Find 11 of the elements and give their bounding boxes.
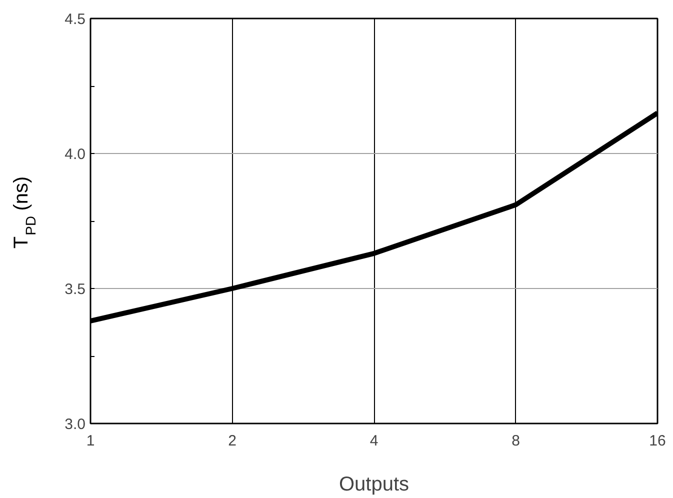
x-tick-label: 4 [370,432,378,450]
x-axis-title: Outputs [338,474,410,496]
y-tick-label: 4.0 [64,146,86,163]
x-tick-label: 2 [228,432,236,450]
y-tick-label: 3.0 [64,416,86,433]
x-tick-label: 8 [512,432,520,450]
x-tick-label: 1 [86,432,95,450]
y-axis-title: TPD (ns) [10,176,38,249]
y-tick-label: 4.5 [64,11,86,28]
x-tick-label: 16 [649,432,666,450]
y-tick-label: 3.5 [64,281,86,298]
